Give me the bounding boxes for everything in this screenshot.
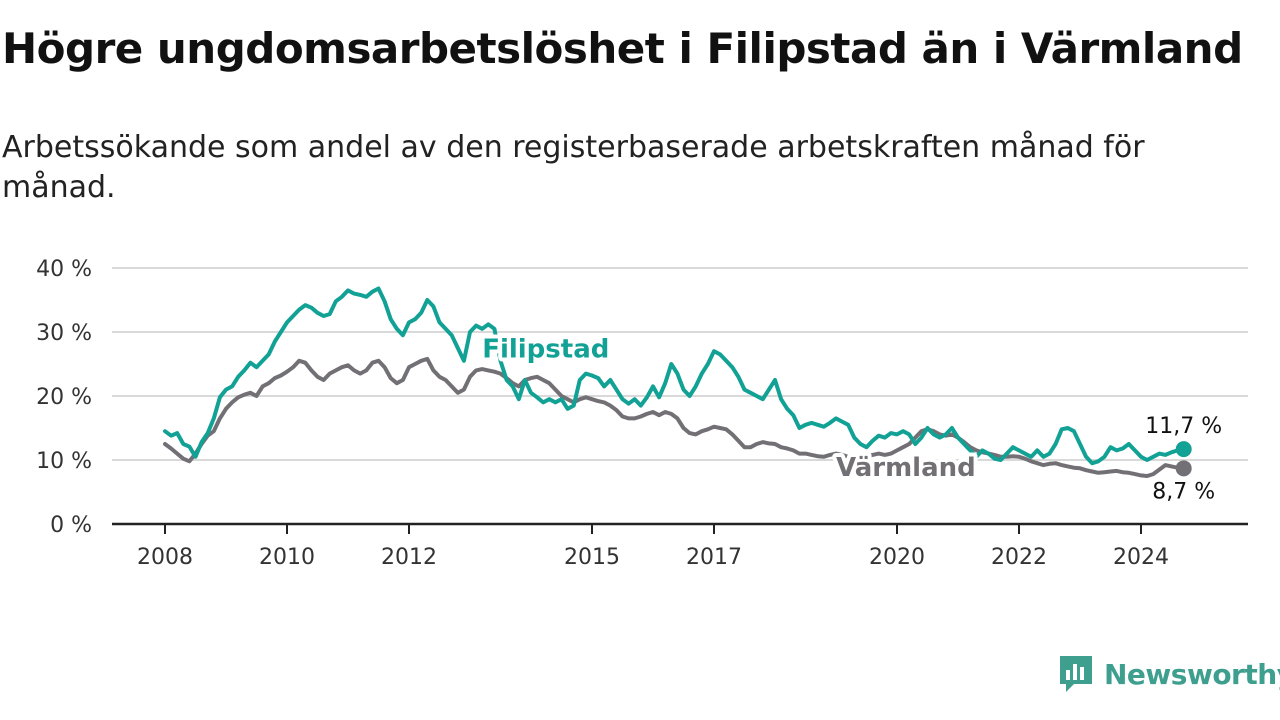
series-label-filipstad: Filipstad [482, 335, 609, 365]
brand-logo: Newsworthy [1058, 652, 1280, 696]
x-tick-label-2010: 2010 [259, 545, 315, 570]
x-tick-label-2015: 2015 [564, 545, 620, 570]
chart-subtitle: Arbetssökande som andel av den registerb… [2, 130, 1145, 205]
x-tick-label-2024: 2024 [1113, 545, 1169, 570]
end-marker-varmland [1175, 460, 1192, 477]
chart-title: Högre ungdomsarbetslöshet i Filipstad än… [2, 24, 1243, 73]
x-tick-label-2020: 2020 [869, 545, 925, 570]
y-gridlines [112, 267, 1248, 461]
line-chart: 0 % 10 % 20 % 30 % 40 % 2008 2010 2012 2015 2017… [36, 257, 1248, 570]
x-tick-label-2017: 2017 [686, 545, 742, 570]
series-lines [163, 286, 1186, 478]
y-tick-label-20: 20 % [36, 385, 92, 410]
y-tick-label-40: 40 % [36, 257, 92, 282]
x-axis: 2008 2010 2012 2015 2017 2020 2022 2024 [112, 522, 1248, 570]
y-tick-label-10: 10 % [36, 449, 92, 474]
x-tick-label-2022: 2022 [991, 545, 1047, 570]
x-tick-label-2008: 2008 [137, 545, 193, 570]
series-line-filipstad [163, 286, 1186, 466]
brand-name: Newsworthy [1104, 657, 1280, 691]
y-tick-label-30: 30 % [36, 321, 92, 346]
series-line-varmland [163, 356, 1186, 478]
y-tick-labels: 0 % 10 % 20 % 30 % 40 % [36, 257, 92, 538]
end-marker-filipstad [1175, 441, 1192, 458]
series-label-varmland: Värmland [836, 453, 976, 483]
newsworthy-chart-bubble-icon [1060, 656, 1092, 692]
x-tick-label-2012: 2012 [381, 545, 437, 570]
series-label-halo-0: Filipstad [482, 335, 609, 365]
end-label-filipstad: 11,7 % [1145, 414, 1222, 439]
series-label-halo-1: Värmland [836, 453, 976, 483]
y-tick-label-0: 0 % [50, 513, 92, 538]
end-label-varmland: 8,7 % [1152, 479, 1215, 504]
end-markers: 11,7 % 8,7 % [1145, 414, 1222, 504]
